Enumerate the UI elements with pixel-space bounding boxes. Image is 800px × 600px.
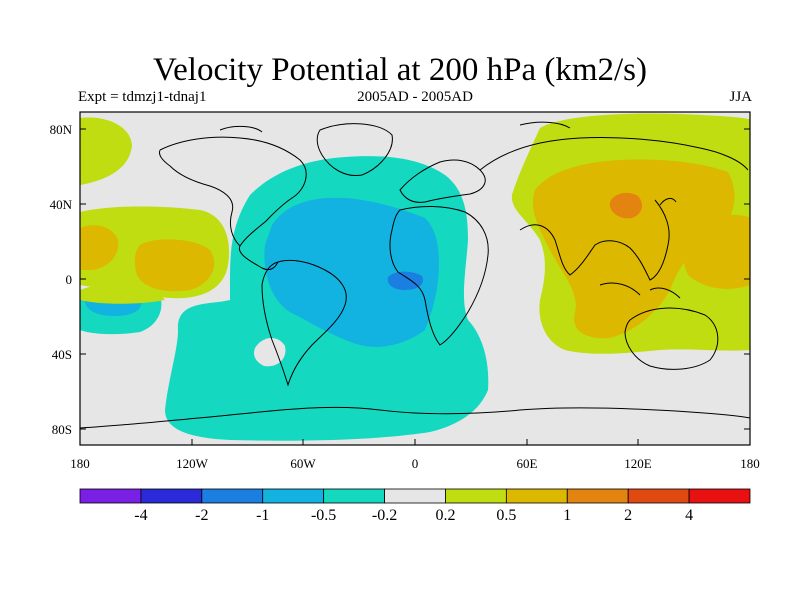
colorbar-label: -1: [256, 507, 269, 524]
colorbar-label: -4: [134, 507, 147, 524]
experiment-label: Expt = tdmzj1-tdnaj1: [78, 89, 207, 105]
lon-label-120e: 120E: [624, 456, 652, 471]
colorbar: -4 -2 -1 -0.5 -0.2 0.2 0.5 1 2 4: [79, 488, 751, 524]
colorbar-swatch: [445, 488, 507, 504]
colorbar-label: 4: [685, 507, 693, 524]
colorbar-label: 0.5: [496, 507, 516, 524]
colorbar-swatch: [140, 488, 203, 504]
lat-label-40s: 40S: [52, 347, 72, 362]
lat-label-80s: 80S: [52, 422, 72, 437]
contour-lime-arctic-pacific: [80, 117, 132, 185]
lon-label-180w: 180: [70, 456, 90, 471]
colorbar-label: 0.2: [435, 507, 455, 524]
map-field: [80, 112, 750, 445]
contour-orange-east-asia: [609, 192, 643, 219]
lat-label-40n: 40N: [50, 197, 73, 212]
contour-gold-dateline: [80, 225, 119, 270]
lat-axis: 80N 40N 0 40S 80S: [50, 122, 750, 437]
lon-label-180e: 180: [740, 456, 760, 471]
colorbar-label: -0.5: [311, 507, 336, 524]
colorbar-swatch: [384, 488, 446, 504]
colorbar-swatch: [566, 488, 629, 504]
colorbar-swatch: [627, 488, 690, 504]
contour-gold-asia: [532, 159, 735, 339]
lon-label-60e: 60E: [517, 456, 538, 471]
colorbar-label: -2: [195, 507, 208, 524]
period-label: 2005AD - 2005AD: [357, 89, 473, 105]
colorbar-swatch: [505, 488, 568, 504]
colorbar-swatch: [79, 488, 142, 504]
lat-label-0: 0: [66, 272, 73, 287]
colorbar-swatch: [323, 488, 385, 504]
contour-gold-west-pacific: [682, 214, 750, 289]
contour-deep-blue-guinea: [387, 271, 424, 290]
contour-neutral-hole-chile: [254, 337, 286, 367]
lon-axis: 180 120W 60W 0 60E 120E 180: [70, 439, 760, 471]
lon-label-120w: 120W: [176, 456, 209, 471]
colorbar-label: 2: [624, 507, 632, 524]
lon-label-0: 0: [412, 456, 419, 471]
lon-label-60w: 60W: [290, 456, 316, 471]
chart-title: Velocity Potential at 200 hPa (km2/s): [152, 52, 648, 88]
colorbar-label: -0.2: [372, 507, 397, 524]
coastlines: [80, 121, 750, 429]
colorbar-swatch: [201, 488, 264, 504]
contour-lime-east-pacific-south: [80, 284, 165, 304]
contour-teal-south-pacific: [178, 316, 270, 361]
colorbar-swatch: [688, 488, 751, 504]
colorbar-label: 1: [563, 507, 571, 524]
season-label: JJA: [729, 89, 752, 105]
colorbar-swatch: [262, 488, 325, 504]
contour-gold-central-pacific: [134, 239, 215, 292]
contour-blue-atlantic: [264, 197, 439, 347]
lat-label-80n: 80N: [50, 122, 73, 137]
